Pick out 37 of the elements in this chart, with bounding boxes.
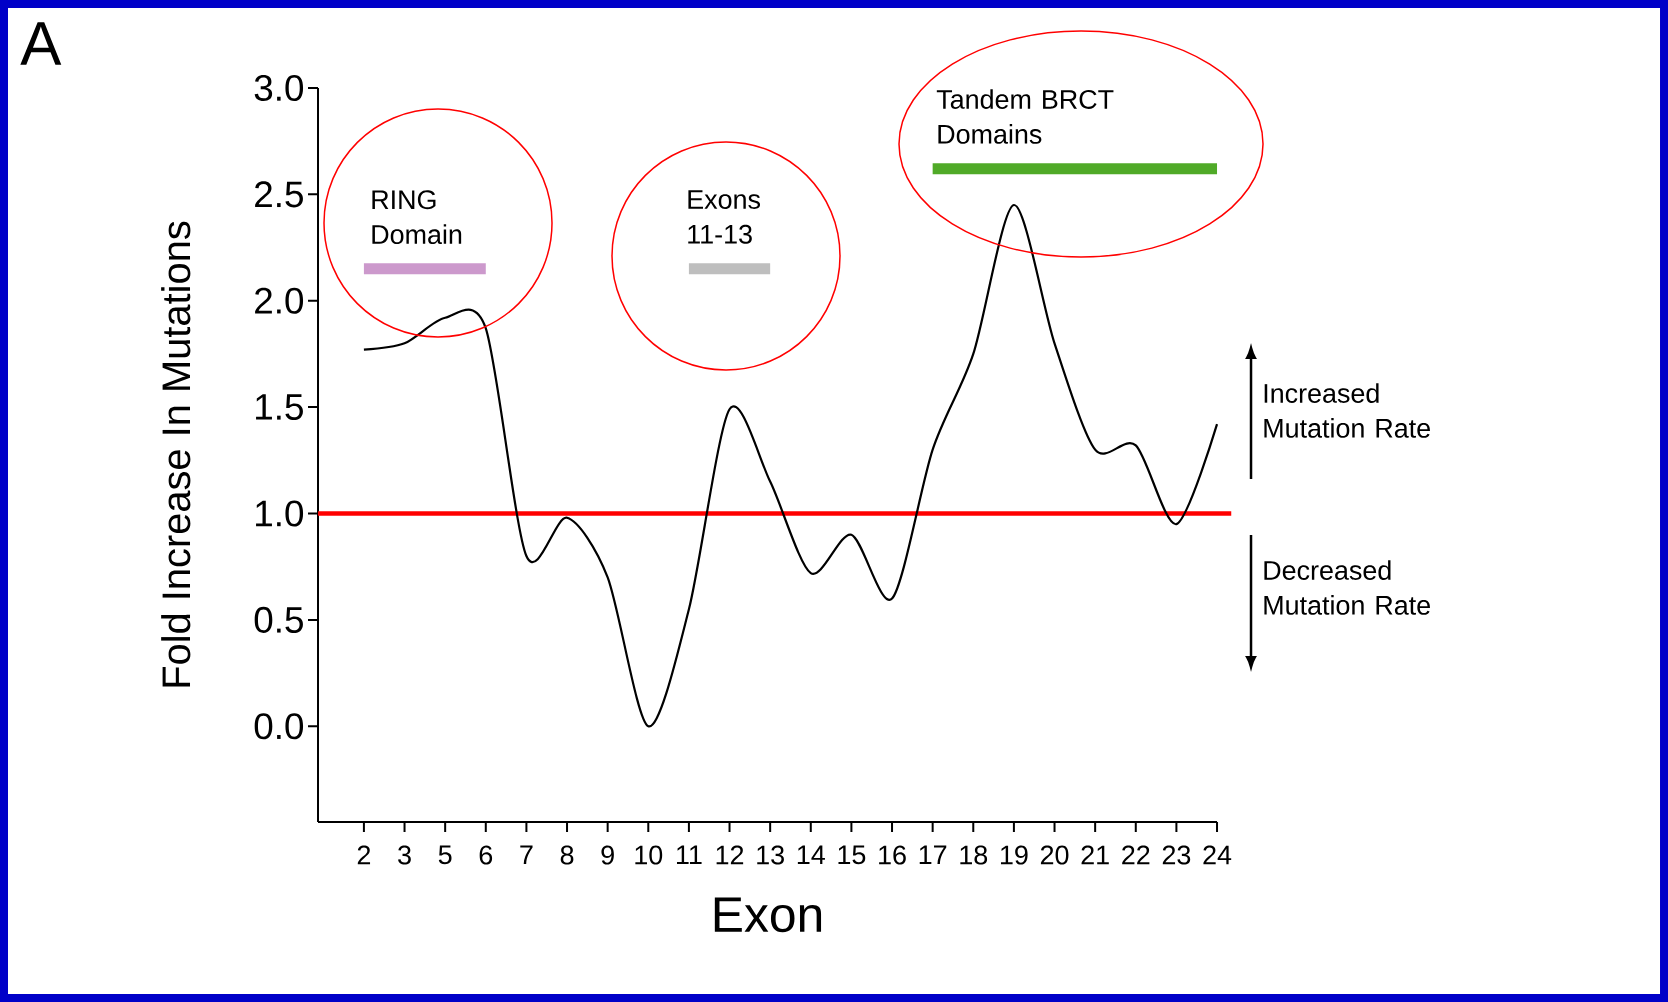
y-tick-label: 0.5 [254,606,303,633]
series-label: RING Domain [372,190,462,245]
x-tick-label: 16 [879,845,906,865]
x-tick-label: 13 [757,845,784,865]
x-tick-label: 5 [438,845,452,865]
y-tick-label: 2.0 [255,287,304,314]
x-tick-label: 21 [1081,845,1109,865]
x-tick-label: 15 [838,845,866,865]
y-axis-title: Fold Increase In Mutations [161,221,191,687]
x-tick-label: 8 [560,845,574,865]
x-tick-label: 3 [398,845,411,865]
y-tick-label: 0.0 [254,713,304,740]
x-tick-label: 11 [676,845,702,865]
x-tick-label: 12 [716,845,744,865]
x-tick-label: 24 [1203,845,1232,865]
text: Decreased Mutation Rate [1264,560,1430,615]
text: A [20,22,62,65]
x-tick-label: 7 [520,845,533,865]
series-label: Tandem BRCT Domains [936,89,1114,144]
x-tick-label: 2 [357,845,371,865]
x-tick-label: 17 [919,845,947,865]
y-tick-label: 1.0 [256,500,304,527]
y-tick-label: 1.5 [256,394,303,420]
y-tick-label: 2.5 [255,181,303,208]
x-tick-label: 19 [1000,845,1028,865]
x-tick-label: 14 [797,845,825,865]
series-label: Exons 11-13 [688,190,761,244]
x-tick-label: 10 [635,845,663,865]
x-tick-label: 9 [601,845,614,865]
y-tick-label: 3.0 [254,74,304,102]
text: Increased Mutation Rate [1264,383,1430,438]
x-tick-label: 22 [1122,845,1150,865]
x-tick-label: 20 [1040,845,1069,865]
x-axis-title: Exon [714,897,822,933]
x-tick-label: 18 [960,845,988,865]
x-tick-label: 23 [1162,845,1191,865]
x-tick-label: 6 [479,845,493,865]
